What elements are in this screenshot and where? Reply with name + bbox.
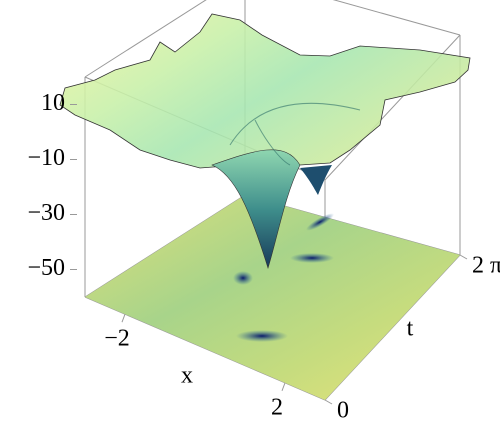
density-spot	[290, 253, 334, 263]
t-tick	[459, 254, 468, 260]
x-tick-label: −2	[104, 326, 130, 352]
surface-dip	[300, 165, 332, 195]
box-edge	[84, 0, 207, 78]
surface	[59, 13, 471, 169]
t-tick-label: 2 π	[472, 253, 500, 279]
density-spot	[233, 271, 253, 285]
z-tick-label: −10	[27, 145, 65, 171]
density-plane	[85, 195, 460, 400]
z-tick-label: 10	[41, 90, 65, 116]
z-tick-label: −30	[27, 200, 65, 226]
density-spot	[236, 330, 288, 342]
t-tick-label: 0	[337, 398, 349, 424]
z-tick-label: −50	[27, 255, 65, 281]
surface-fold	[229, 102, 361, 166]
t-axis-label: t	[407, 316, 414, 342]
x-tick-label: 2	[271, 394, 283, 420]
surface-dip	[211, 149, 301, 270]
box-edge	[332, 0, 461, 36]
x-tick	[281, 382, 286, 392]
density-spot	[306, 213, 334, 231]
x-axis-label: x	[181, 363, 193, 389]
x-tick	[121, 313, 126, 323]
t-tick	[324, 399, 333, 405]
